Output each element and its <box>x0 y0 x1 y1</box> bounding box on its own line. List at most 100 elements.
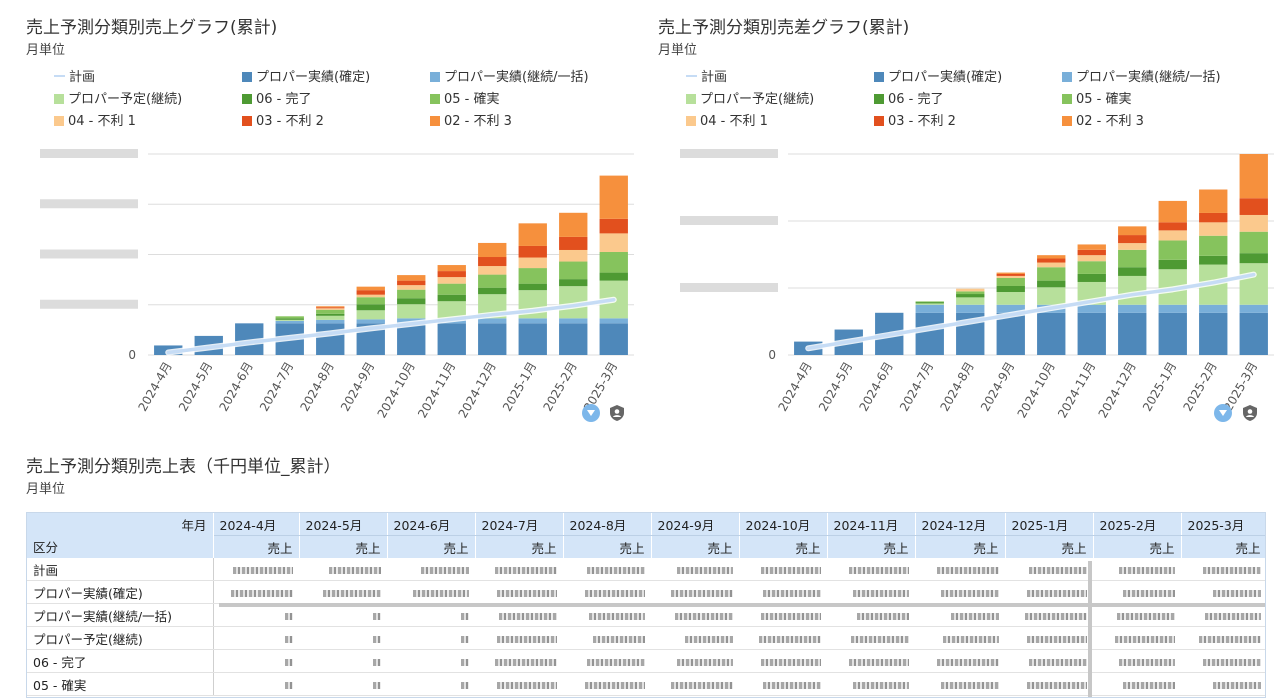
bar-segment-disadv02[interactable] <box>559 212 588 237</box>
filter-icon[interactable] <box>582 404 600 422</box>
bar-segment-proper_actual_fixed[interactable] <box>1199 312 1228 355</box>
bar-segment-sure05[interactable] <box>1199 235 1228 256</box>
bar-segment-done06[interactable] <box>316 313 345 316</box>
legend-item-disadv03[interactable]: 03 - 不利 2 <box>242 114 324 130</box>
legend-item-disadv04[interactable]: 04 - 不利 1 <box>54 114 136 130</box>
bar-segment-disadv04[interactable] <box>316 308 345 310</box>
plan-line[interactable] <box>166 297 616 355</box>
bar-segment-proper_plan_continuing[interactable] <box>437 301 466 319</box>
column-header-month[interactable]: 2024-7月 <box>475 513 564 536</box>
bar-segment-proper_actual_fixed[interactable] <box>1158 312 1187 355</box>
bar-segment-proper_plan_continuing[interactable] <box>956 297 985 305</box>
bar-segment-proper_actual_continuing[interactable] <box>599 318 628 324</box>
bar-segment-disadv02[interactable] <box>316 306 345 308</box>
bar-segment-proper_actual_fixed[interactable] <box>1077 312 1106 355</box>
bar-segment-disadv02[interactable] <box>397 275 426 281</box>
legend-item-disadv03[interactable]: 03 - 不利 2 <box>874 114 956 130</box>
bar-segment-done06[interactable] <box>599 272 628 281</box>
bar-segment-disadv03[interactable] <box>1118 235 1147 244</box>
bar-segment-proper_actual_fixed[interactable] <box>518 323 547 355</box>
bar-segment-sure05[interactable] <box>1239 231 1268 254</box>
bar-segment-sure05[interactable] <box>397 289 426 299</box>
bar-segment-proper_actual_continuing[interactable] <box>996 304 1025 313</box>
legend-item-proper_actual_continuing[interactable]: プロパー実績(継続/一括) <box>1062 70 1221 86</box>
legend-item-sure05[interactable]: 05 - 確実 <box>430 92 500 108</box>
bar-segment-disadv02[interactable] <box>1118 226 1147 236</box>
bar-segment-sure05[interactable] <box>316 309 345 314</box>
bar-segment-sure05[interactable] <box>437 283 466 295</box>
bar-segment-disadv02[interactable] <box>599 175 628 219</box>
bar-segment-done06[interactable] <box>437 294 466 302</box>
legend-item-disadv02[interactable]: 02 - 不利 3 <box>1062 114 1144 130</box>
bar-segment-disadv04[interactable] <box>559 249 588 262</box>
bar-segment-sure05[interactable] <box>915 301 944 303</box>
bar-segment-proper_actual_fixed[interactable] <box>478 323 507 355</box>
legend-item-proper_actual_fixed[interactable]: プロパー実績(確定) <box>874 70 1002 86</box>
bar-segment-done06[interactable] <box>356 304 385 311</box>
bar-segment-proper_actual_fixed[interactable] <box>397 323 426 355</box>
bar-segment-disadv04[interactable] <box>437 277 466 284</box>
bar-segment-sure05[interactable] <box>1077 261 1106 274</box>
bar-segment-disadv04[interactable] <box>1199 222 1228 236</box>
bar-segment-sure05[interactable] <box>1037 267 1066 281</box>
bar-segment-proper_actual_fixed[interactable] <box>599 323 628 355</box>
legend-item-proper_plan_continuing[interactable]: プロパー予定(継続) <box>686 92 814 108</box>
bar-segment-done06[interactable] <box>1199 255 1228 265</box>
column-header-month[interactable]: 2024-9月 <box>651 513 740 536</box>
bar-segment-proper_actual_fixed[interactable] <box>996 312 1025 355</box>
bar-segment-proper_plan_continuing[interactable] <box>1118 275 1147 305</box>
user-shield-icon[interactable] <box>1241 404 1259 422</box>
bar-segment-sure05[interactable] <box>1118 249 1147 268</box>
column-header-month[interactable]: 2025-1月 <box>1005 513 1094 536</box>
column-header-month[interactable]: 2025-3月 <box>1181 513 1265 536</box>
bar-segment-disadv04[interactable] <box>1158 230 1187 241</box>
bar-segment-disadv03[interactable] <box>518 245 547 258</box>
legend-item-sure05[interactable]: 05 - 確実 <box>1062 92 1132 108</box>
bar-segment-disadv02[interactable] <box>1158 200 1187 223</box>
bar-segment-disadv03[interactable] <box>1158 222 1187 231</box>
bar-segment-disadv03[interactable] <box>478 257 507 267</box>
bar-segment-disadv02[interactable] <box>1037 255 1066 259</box>
bar-segment-proper_actual_fixed[interactable] <box>1118 312 1147 355</box>
column-header-month[interactable]: 2024-8月 <box>563 513 652 536</box>
bar-segment-done06[interactable] <box>1037 280 1066 288</box>
bar-segment-done06[interactable] <box>956 294 985 298</box>
bar-segment-done06[interactable] <box>1158 259 1187 270</box>
bar-segment-proper_actual_fixed[interactable] <box>559 323 588 355</box>
bar-segment-disadv02[interactable] <box>356 286 385 291</box>
column-header-month[interactable]: 2025-2月 <box>1093 513 1182 536</box>
column-header-month[interactable]: 2024-10月 <box>739 513 828 536</box>
bar-segment-proper_actual_fixed[interactable] <box>316 323 345 355</box>
bar-segment-disadv04[interactable] <box>1077 255 1106 262</box>
bar-segment-proper_plan_continuing[interactable] <box>915 303 944 305</box>
bar-segment-proper_actual_continuing[interactable] <box>1199 304 1228 313</box>
plan-line[interactable] <box>806 272 1256 351</box>
bar-segment-proper_actual_fixed[interactable] <box>437 323 466 355</box>
filter-icon[interactable] <box>1214 404 1232 422</box>
bar-segment-disadv02[interactable] <box>996 272 1025 274</box>
legend-item-done06[interactable]: 06 - 完了 <box>874 92 944 108</box>
bar-segment-proper_actual_continuing[interactable] <box>518 318 547 324</box>
bar-segment-disadv04[interactable] <box>1037 262 1066 268</box>
column-header-month[interactable]: 2024-11月 <box>827 513 916 536</box>
bar-segment-done06[interactable] <box>397 298 426 305</box>
bar-segment-disadv02[interactable] <box>1199 189 1228 213</box>
bar-segment-disadv03[interactable] <box>1077 249 1106 256</box>
bar-segment-proper_plan_continuing[interactable] <box>356 310 385 320</box>
bar-segment-done06[interactable] <box>1077 273 1106 282</box>
bar-segment-proper_actual_continuing[interactable] <box>478 318 507 324</box>
bar-segment-disadv03[interactable] <box>356 290 385 295</box>
bar-segment-disadv04[interactable] <box>478 266 507 275</box>
column-header-month[interactable]: 2024-5月 <box>299 513 388 536</box>
column-header-month[interactable]: 2024-4月 <box>213 513 300 536</box>
bar-segment-disadv03[interactable] <box>1199 212 1228 223</box>
bar-segment-done06[interactable] <box>1118 267 1147 276</box>
bar-segment-disadv04[interactable] <box>996 275 1025 278</box>
bar-segment-disadv03[interactable] <box>559 236 588 250</box>
bar-segment-disadv03[interactable] <box>599 218 628 234</box>
bar-segment-disadv04[interactable] <box>956 288 985 292</box>
bar-segment-proper_actual_fixed[interactable] <box>915 312 944 355</box>
bar-segment-proper_actual_continuing[interactable] <box>316 319 345 324</box>
bar-segment-done06[interactable] <box>915 302 944 304</box>
legend-item-plan[interactable]: 計画 <box>686 70 727 86</box>
